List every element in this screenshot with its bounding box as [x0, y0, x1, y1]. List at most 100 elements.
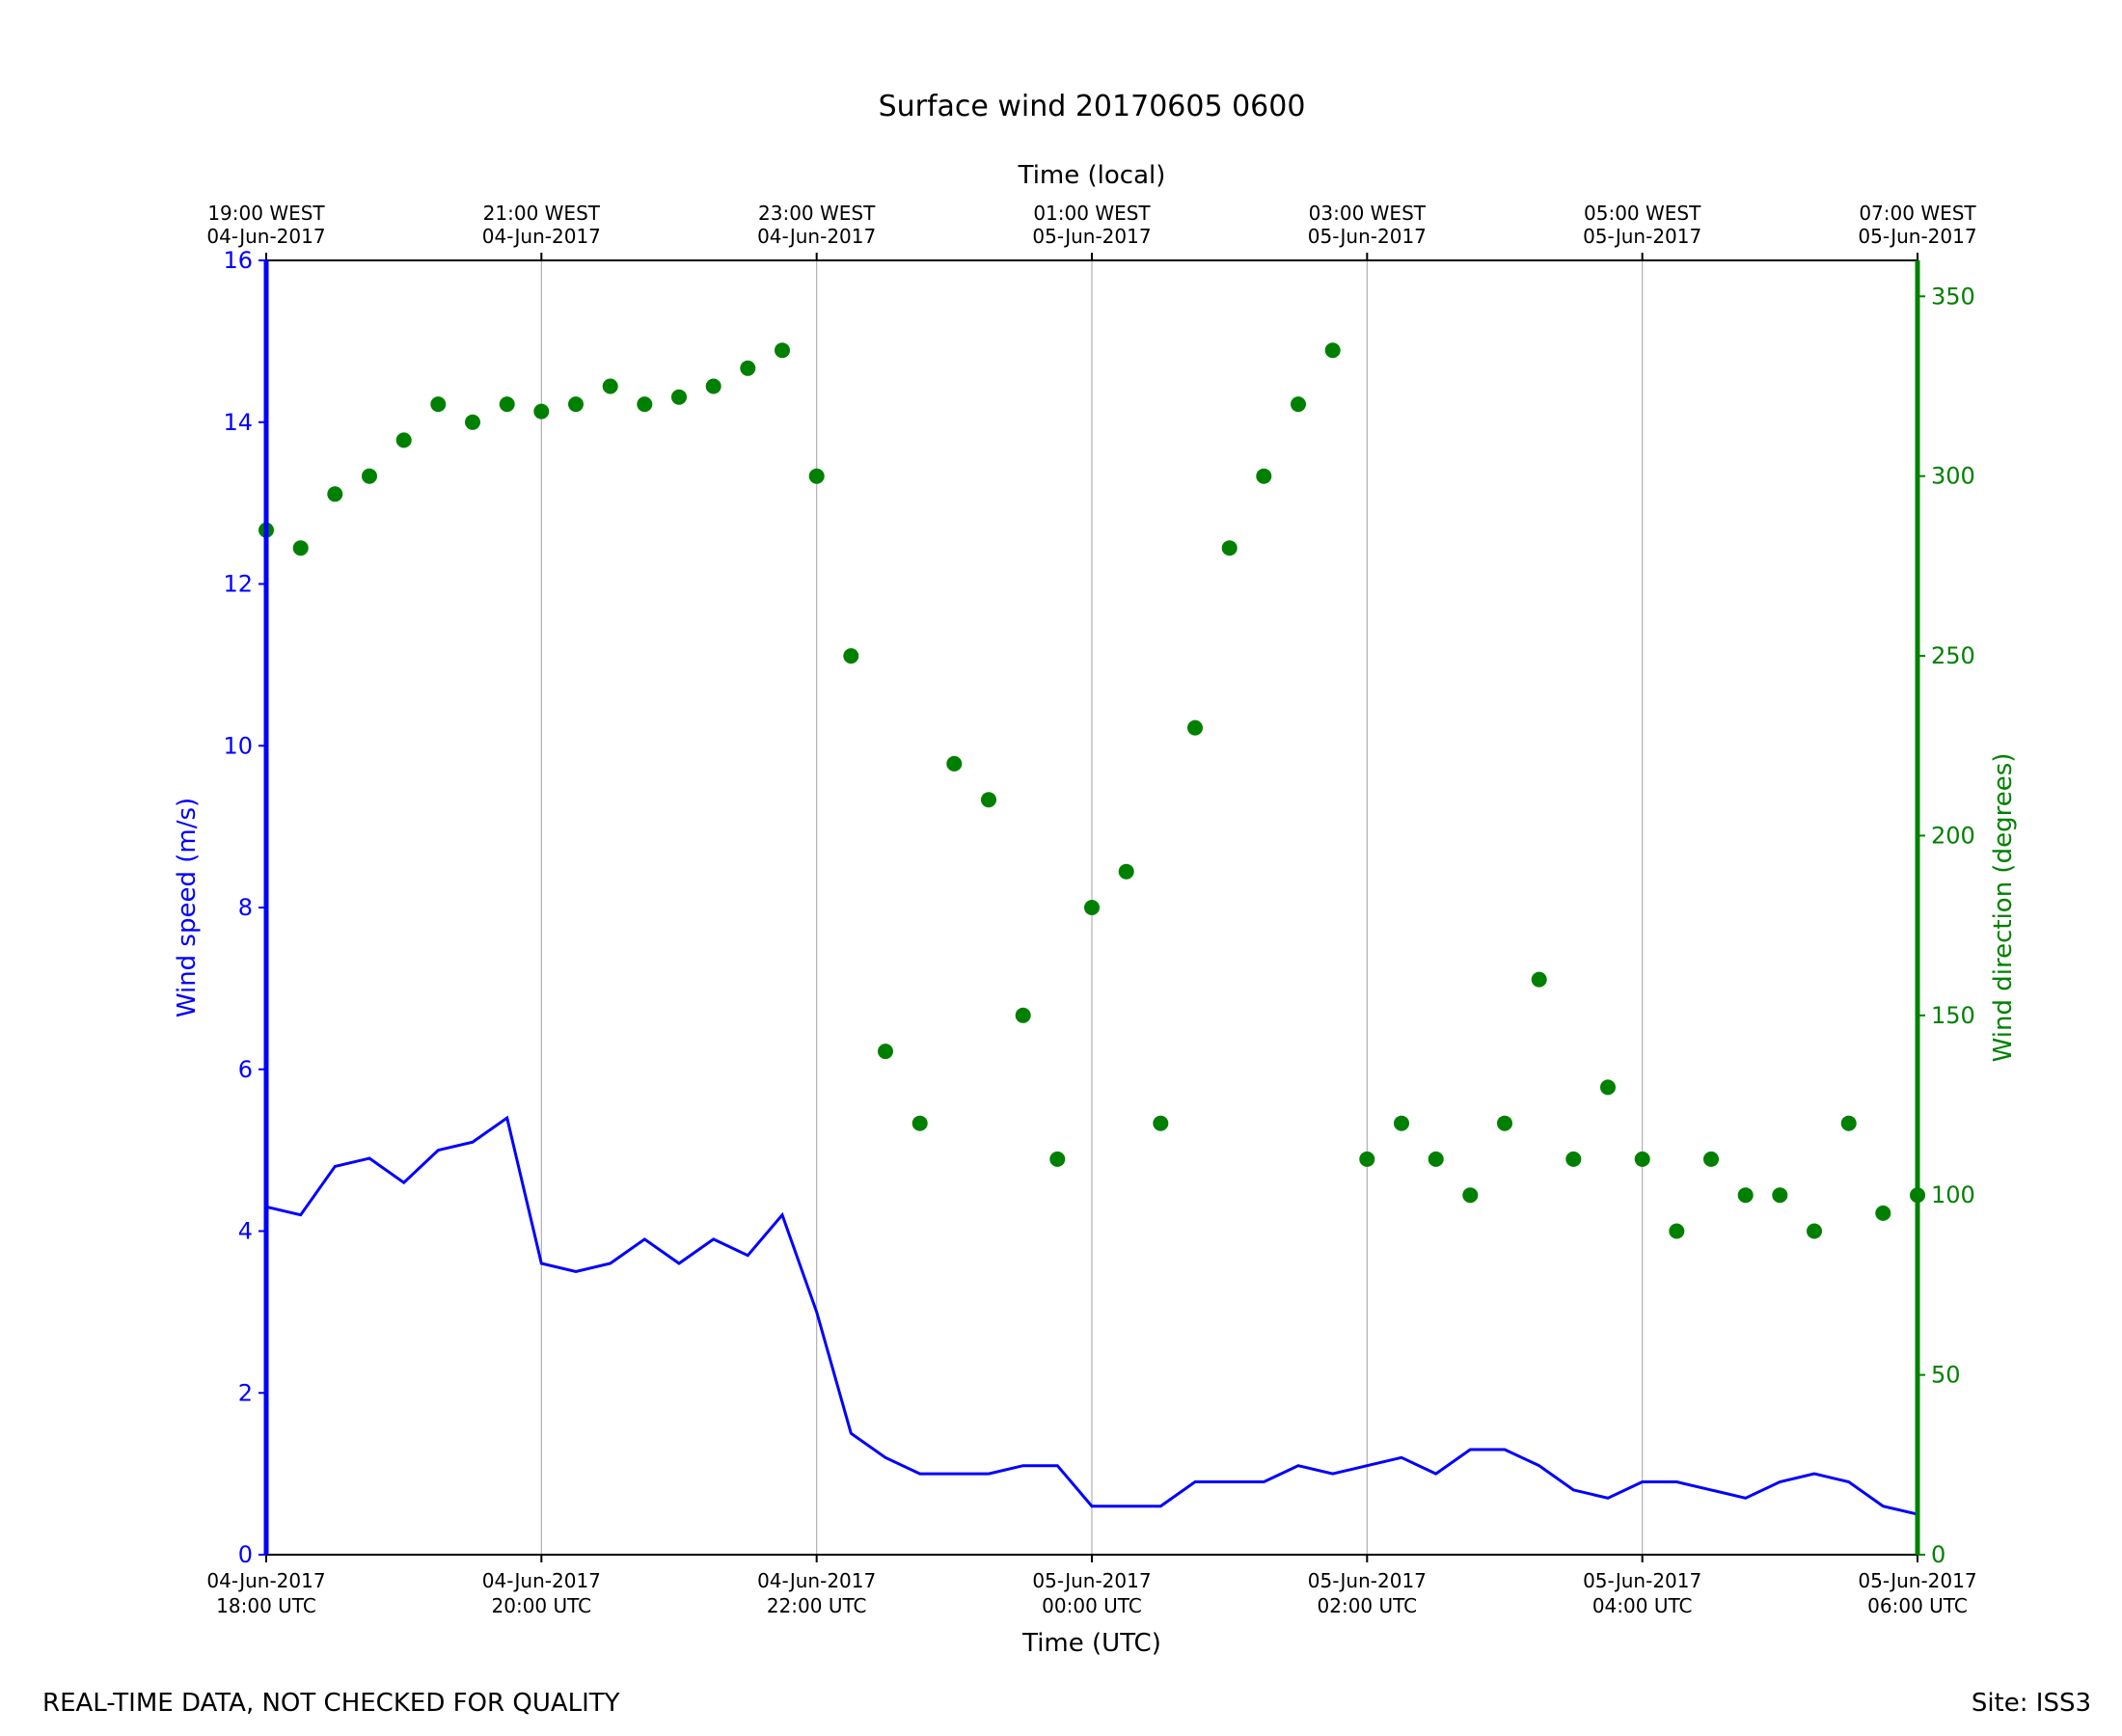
wind-direction-point	[1497, 1115, 1512, 1131]
x-tick-label: 05-Jun-2017	[1583, 1569, 1701, 1592]
x-tick-label: 05-Jun-2017	[1308, 1569, 1427, 1592]
y-tick-label-left: 16	[223, 247, 253, 274]
x-tick-label-top: 03:00 WEST	[1309, 202, 1427, 225]
y-tick-label-left: 10	[223, 732, 253, 759]
x-tick-label: 04:00 UTC	[1592, 1594, 1693, 1617]
wind-direction-point	[1221, 540, 1238, 556]
y-tick-label-left: 2	[238, 1379, 253, 1406]
wind-direction-point	[1428, 1151, 1444, 1167]
x-tick-label: 00:00 UTC	[1042, 1594, 1142, 1617]
wind-direction-point	[878, 1044, 893, 1060]
x-tick-label-top: 01:00 WEST	[1033, 202, 1151, 225]
y-tick-label-right: 150	[1931, 1002, 1975, 1029]
wind-speed-line	[265, 1115, 1918, 1516]
wind-direction-point	[1634, 1151, 1650, 1167]
wind-direction-point	[1324, 342, 1341, 359]
wind-direction-point	[1359, 1151, 1375, 1167]
wind-direction-point	[740, 360, 756, 376]
wind-direction-point	[568, 396, 584, 413]
y-tick-label-right: 250	[1931, 642, 1975, 669]
y-tick-label-right: 100	[1931, 1181, 1975, 1208]
wind-direction-point	[1772, 1187, 1788, 1204]
y-tick-label-right: 300	[1931, 463, 1975, 490]
wind-direction-point	[499, 396, 515, 413]
wind-direction-point	[671, 389, 687, 405]
wind-direction-point	[1737, 1187, 1754, 1204]
x-tick-label-top: 07:00 WEST	[1859, 202, 1976, 225]
wind-direction-point	[946, 755, 963, 772]
x-tick-label-top: 05-Jun-2017	[1308, 225, 1427, 248]
x-tick-label: 04-Jun-2017	[757, 1569, 876, 1592]
wind-direction-point	[533, 403, 550, 420]
wind-direction-point	[1600, 1079, 1616, 1096]
wind-direction-point	[1840, 1115, 1857, 1131]
y-axis-left-title: Wind speed (m/s)	[173, 798, 202, 1017]
wind-direction-point	[1807, 1223, 1822, 1239]
x-tick-label-top: 05:00 WEST	[1584, 202, 1701, 225]
wind-direction-point	[1118, 863, 1134, 880]
wind-direction-point	[1875, 1205, 1891, 1221]
x-tick-label: 05-Jun-2017	[1858, 1569, 1976, 1592]
y-tick-label-left: 6	[238, 1056, 253, 1083]
x-axis-title: Time (UTC)	[1021, 1629, 1161, 1658]
wind-direction-point	[1153, 1115, 1169, 1131]
wind-direction-point	[1015, 1007, 1031, 1023]
wind-direction-point	[1462, 1187, 1479, 1204]
site-label: Site: ISS3	[1972, 1689, 2091, 1718]
x-tick-label: 18:00 UTC	[216, 1594, 316, 1617]
x-tick-label: 05-Jun-2017	[1032, 1569, 1151, 1592]
wind-direction-point	[1669, 1223, 1685, 1239]
wind-direction-point	[1084, 900, 1100, 915]
wind-direction-point	[465, 414, 480, 430]
y-tick-label-left: 8	[238, 894, 253, 921]
wind-direction-point	[1291, 396, 1306, 413]
x-tick-label-top: 04-Jun-2017	[206, 225, 325, 248]
y-tick-label-left: 12	[223, 571, 253, 598]
wind-direction-point	[1256, 468, 1272, 484]
x-tick-label: 02:00 UTC	[1318, 1594, 1418, 1617]
x-tick-label-top: 19:00 WEST	[207, 202, 325, 225]
x-tick-label-top: 23:00 WEST	[758, 202, 876, 225]
x-tick-label: 22:00 UTC	[767, 1594, 867, 1617]
x-tick-label-top: 04-Jun-2017	[757, 225, 876, 248]
x-tick-label: 04-Jun-2017	[482, 1569, 601, 1592]
wind-direction-point	[292, 540, 309, 556]
wind-direction-point	[430, 396, 447, 413]
x-tick-label-top: 05-Jun-2017	[1583, 225, 1701, 248]
y-axis-right-title: Wind direction (degrees)	[1989, 753, 2018, 1063]
x-tick-label-top: 05-Jun-2017	[1858, 225, 1976, 248]
wind-direction-point	[362, 468, 377, 484]
x-axis-top-title: Time (local)	[1018, 161, 1166, 190]
chart-title: Surface wind 20170605 0600	[879, 90, 1306, 123]
y-tick-label-left: 0	[238, 1541, 253, 1568]
y-tick-label-left: 14	[223, 409, 253, 436]
plot-series	[258, 342, 1925, 1516]
x-tick-label-top: 04-Jun-2017	[482, 225, 601, 248]
wind-direction-point	[1531, 971, 1547, 988]
wind-direction-point	[395, 432, 412, 448]
wind-direction-point	[1187, 719, 1203, 736]
wind-direction-point	[637, 396, 653, 413]
quality-notice: REAL-TIME DATA, NOT CHECKED FOR QUALITY	[42, 1689, 620, 1718]
wind-direction-point	[911, 1115, 928, 1131]
wind-direction-point	[1703, 1151, 1719, 1167]
x-tick-label: 20:00 UTC	[492, 1594, 592, 1617]
y-tick-label-right: 200	[1931, 822, 1975, 849]
wind-direction-point	[808, 468, 825, 484]
wind-direction-point	[1565, 1151, 1582, 1167]
y-tick-label-right: 50	[1931, 1362, 1961, 1389]
wind-direction-point	[1394, 1115, 1409, 1131]
x-tick-label-top: 21:00 WEST	[483, 202, 601, 225]
x-tick-label: 06:00 UTC	[1867, 1594, 1968, 1617]
y-tick-label-right: 0	[1931, 1541, 1945, 1568]
wind-direction-point	[327, 486, 343, 502]
y-tick-label-left: 4	[238, 1218, 253, 1245]
wind-direction-point	[775, 342, 790, 359]
wind-direction-point	[705, 378, 721, 394]
wind-direction-point	[602, 378, 618, 394]
x-tick-label-top: 05-Jun-2017	[1032, 225, 1151, 248]
wind-direction-point	[981, 792, 996, 808]
x-tick-label: 04-Jun-2017	[206, 1569, 325, 1592]
